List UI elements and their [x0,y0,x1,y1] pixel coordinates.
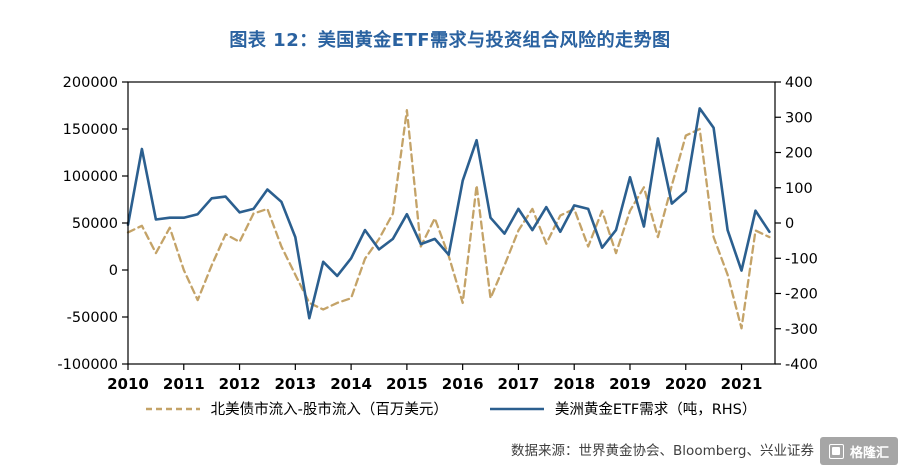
right-axis-tick-label: 400 [785,75,813,91]
x-axis-tick-label: 2013 [274,375,316,393]
series-line-1 [126,107,771,320]
watermark-text: 格隆汇 [849,445,889,461]
watermark-logo-icon [828,443,844,459]
x-axis-tick-label: 2015 [386,375,428,393]
left-axis-tick-label: -100000 [57,357,118,373]
legend: 北美债市流入-股市流入（百万美元） 美洲黄金ETF需求（吨，RHS） [0,398,900,419]
right-axis-tick-label: 0 [785,216,794,232]
x-axis-tick-label: 2020 [665,375,707,393]
right-axis-tick-label: -400 [785,357,818,373]
left-axis-tick-label: 50000 [72,216,118,232]
legend-item-gold-etf-demand: 美洲黄金ETF需求（吨，RHS） [488,398,757,419]
chart-title: 图表 12：美国黄金ETF需求与投资组合风险的走势图 [229,30,671,51]
plot-frame [127,81,776,365]
left-axis-tick-label: 200000 [63,75,118,91]
watermark: 格隆汇 [819,437,898,465]
x-axis-tick-label: 2018 [553,375,595,393]
series-line-0 [126,109,771,330]
x-axis-tick-label: 2011 [163,375,205,393]
x-axis-tick-label: 2012 [219,375,261,393]
left-axis-tick-label: 150000 [63,122,118,138]
data-source-note: 数据来源：世界黄金协会、Bloomberg、兴业证券 [511,443,814,459]
x-axis-tick-label: 2021 [721,375,763,393]
right-axis-tick-label: -300 [785,322,818,338]
right-axis-tick-label: 100 [785,181,813,197]
right-axis-tick-label: -100 [785,251,818,267]
left-axis-tick-label: 100000 [63,169,118,185]
x-axis-tick-label: 2010 [107,375,149,393]
left-axis-tick-label: 0 [109,263,118,279]
dashed-line-sample-icon [145,407,200,410]
x-axis-tick-label: 2019 [609,375,651,393]
x-axis-tick-label: 2017 [498,375,540,393]
legend-label-bond-equity-flow: 北美债市流入-股市流入（百万美元） [210,402,448,418]
x-axis-tick-label: 2016 [442,375,484,393]
legend-label-gold-etf-demand: 美洲黄金ETF需求（吨，RHS） [554,402,757,418]
left-axis-tick-label: -50000 [67,310,118,326]
right-axis-tick-label: -200 [785,287,818,303]
right-axis-tick-label: 300 [785,110,813,126]
solid-line-sample-icon [489,407,544,410]
x-axis-tick-label: 2014 [330,375,372,393]
legend-item-bond-equity-flow: 北美债市流入-股市流入（百万美元） [144,398,448,419]
right-axis-tick-label: 200 [785,146,813,162]
